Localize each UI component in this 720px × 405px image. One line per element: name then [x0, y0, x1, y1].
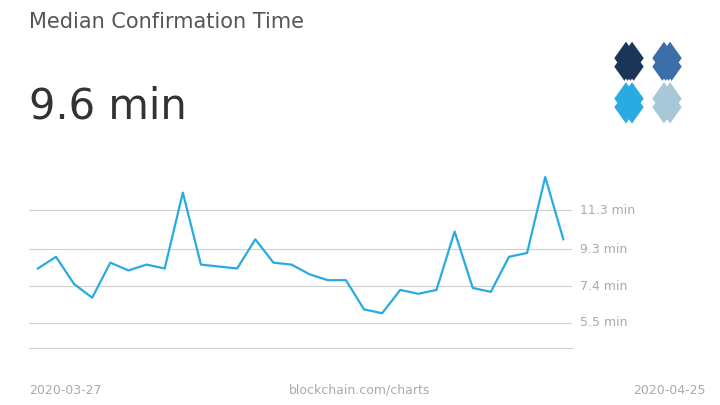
Text: 5.5 min: 5.5 min — [580, 316, 627, 330]
Text: 9.6 min: 9.6 min — [29, 85, 186, 127]
Polygon shape — [651, 40, 683, 85]
Text: 7.4 min: 7.4 min — [580, 279, 627, 292]
Polygon shape — [613, 40, 645, 85]
Polygon shape — [613, 80, 645, 125]
Text: 11.3 min: 11.3 min — [580, 204, 635, 217]
Text: 2020-04-25: 2020-04-25 — [633, 384, 706, 397]
Polygon shape — [651, 80, 683, 125]
Text: blockchain.com/charts: blockchain.com/charts — [289, 384, 431, 397]
Text: Median Confirmation Time: Median Confirmation Time — [29, 12, 304, 32]
Text: 2020-03-27: 2020-03-27 — [29, 384, 102, 397]
Text: 9.3 min: 9.3 min — [580, 243, 627, 256]
